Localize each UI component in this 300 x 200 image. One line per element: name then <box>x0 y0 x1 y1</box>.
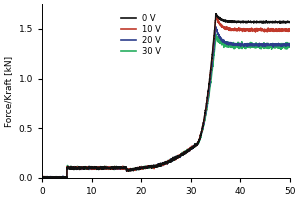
20 V <box>69 166 72 169</box>
10 V <box>136 167 139 169</box>
20 V <box>83 166 87 169</box>
Line: 30 V: 30 V <box>42 34 290 178</box>
30 V <box>40 176 44 179</box>
30 V <box>288 44 292 47</box>
0 V <box>136 167 139 170</box>
Line: 20 V: 20 V <box>42 27 290 178</box>
20 V <box>40 176 44 179</box>
30 V <box>136 168 139 170</box>
10 V <box>257 30 260 32</box>
20 V <box>136 167 139 170</box>
0 V <box>288 21 292 23</box>
0 V <box>41 177 44 179</box>
0 V <box>214 12 217 15</box>
Line: 0 V: 0 V <box>42 14 290 178</box>
20 V <box>214 25 217 28</box>
10 V <box>45 177 48 179</box>
10 V <box>288 28 292 31</box>
10 V <box>69 166 72 168</box>
30 V <box>69 166 72 169</box>
0 V <box>69 167 72 169</box>
0 V <box>83 166 87 168</box>
30 V <box>146 166 150 168</box>
30 V <box>64 177 68 179</box>
10 V <box>146 166 150 168</box>
20 V <box>284 44 287 46</box>
20 V <box>288 44 292 46</box>
20 V <box>146 166 150 169</box>
30 V <box>214 33 218 35</box>
10 V <box>214 15 218 17</box>
30 V <box>284 43 287 46</box>
Line: 10 V: 10 V <box>42 16 290 178</box>
10 V <box>40 176 44 179</box>
0 V <box>40 176 44 178</box>
20 V <box>44 177 47 179</box>
0 V <box>257 21 260 24</box>
30 V <box>83 168 87 170</box>
10 V <box>284 29 287 31</box>
0 V <box>284 21 287 23</box>
10 V <box>83 166 87 169</box>
20 V <box>257 44 260 46</box>
Legend: 0 V, 10 V, 20 V, 30 V: 0 V, 10 V, 20 V, 30 V <box>121 14 161 56</box>
Y-axis label: Force/Kraft [kN]: Force/Kraft [kN] <box>4 55 13 127</box>
30 V <box>257 46 260 48</box>
0 V <box>146 165 150 168</box>
